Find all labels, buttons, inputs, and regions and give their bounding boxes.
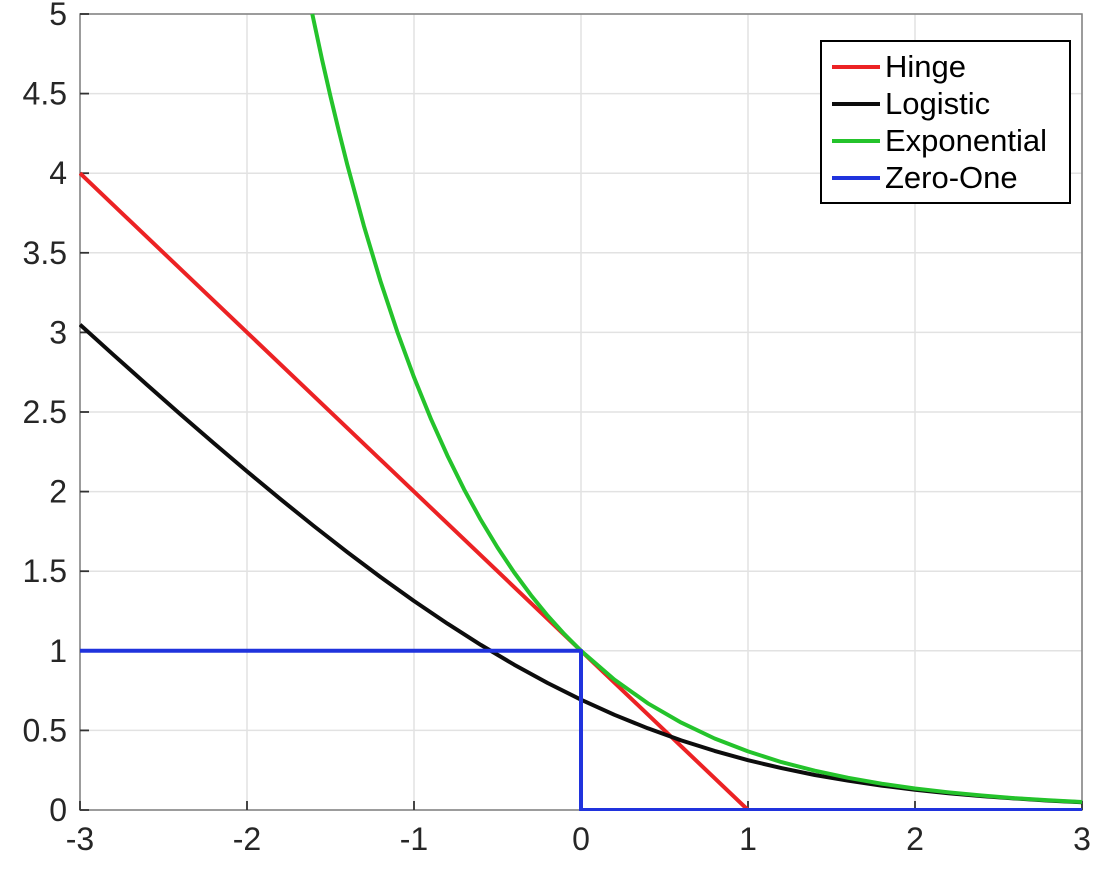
legend-label-logistic: Logistic xyxy=(884,86,991,121)
legend-item-hinge: Hinge xyxy=(831,48,1047,85)
exponential-curve xyxy=(310,13,1083,804)
y-tick-label: 2.5 xyxy=(23,394,67,430)
hinge-line-swatch xyxy=(831,64,880,69)
logistic-line-swatch xyxy=(831,101,880,106)
legend-label-zero-one: Zero-One xyxy=(884,160,1018,195)
y-tick-label: 1.5 xyxy=(23,553,67,589)
y-tick-label: 3.5 xyxy=(23,235,67,271)
zero-one-curve xyxy=(80,648,1082,811)
legend-item-zero-one: Zero-One xyxy=(831,159,1047,196)
y-tick-label: 5 xyxy=(49,0,67,32)
y-tick-label: 2 xyxy=(49,474,67,510)
x-tick-label: -1 xyxy=(400,821,428,857)
y-tick-label: 4.5 xyxy=(23,76,67,112)
y-tick-label: 0 xyxy=(49,792,67,828)
x-tick-label: -3 xyxy=(66,821,94,857)
exponential-line-swatch xyxy=(831,138,880,143)
x-tick-label: 0 xyxy=(572,821,590,857)
zero-one-line-swatch xyxy=(831,175,880,180)
legend-label-hinge: Hinge xyxy=(884,49,966,84)
legend: Hinge Logistic Exponential Zero-One xyxy=(819,40,1071,204)
legend-item-logistic: Logistic xyxy=(831,85,1047,122)
x-tick-label: -2 xyxy=(233,821,261,857)
y-tick-label: 4 xyxy=(49,155,67,191)
y-tick-label: 1 xyxy=(49,633,67,669)
x-tick-label: 1 xyxy=(739,821,757,857)
legend-item-exponential: Exponential xyxy=(831,122,1047,159)
x-tick-label: 3 xyxy=(1073,821,1091,857)
y-tick-label: 0.5 xyxy=(23,712,67,748)
y-tick-label: 3 xyxy=(49,314,67,350)
legend-label-exponential: Exponential xyxy=(884,123,1047,158)
x-tick-label: 2 xyxy=(906,821,924,857)
